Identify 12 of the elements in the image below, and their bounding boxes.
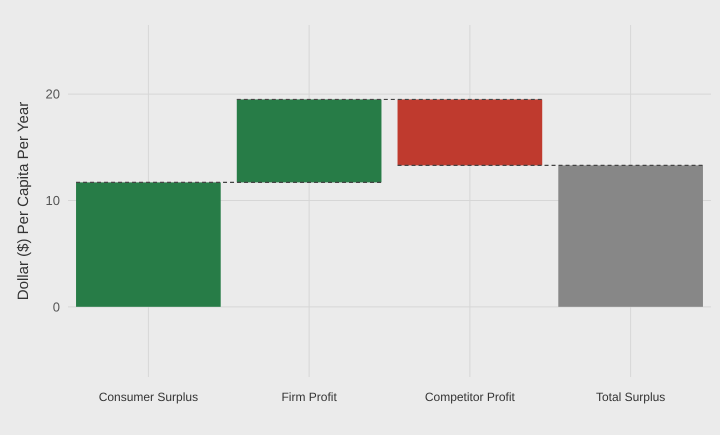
- bar: [398, 99, 542, 166]
- y-tick-label: 20: [46, 86, 60, 102]
- x-tick-label: Consumer Surplus: [98, 390, 198, 404]
- y-tick-label: 10: [46, 193, 60, 208]
- bar: [76, 182, 221, 307]
- y-axis-title: Dollar ($) Per Capita Per Year: [15, 102, 32, 300]
- bar: [558, 165, 703, 307]
- x-tick-label: Competitor Profit: [424, 390, 516, 404]
- bar: [236, 99, 382, 182]
- x-tick-label: Firm Profit: [281, 390, 338, 404]
- y-tick-label: 0: [52, 299, 60, 314]
- x-tick-label: Total Surplus: [596, 390, 666, 404]
